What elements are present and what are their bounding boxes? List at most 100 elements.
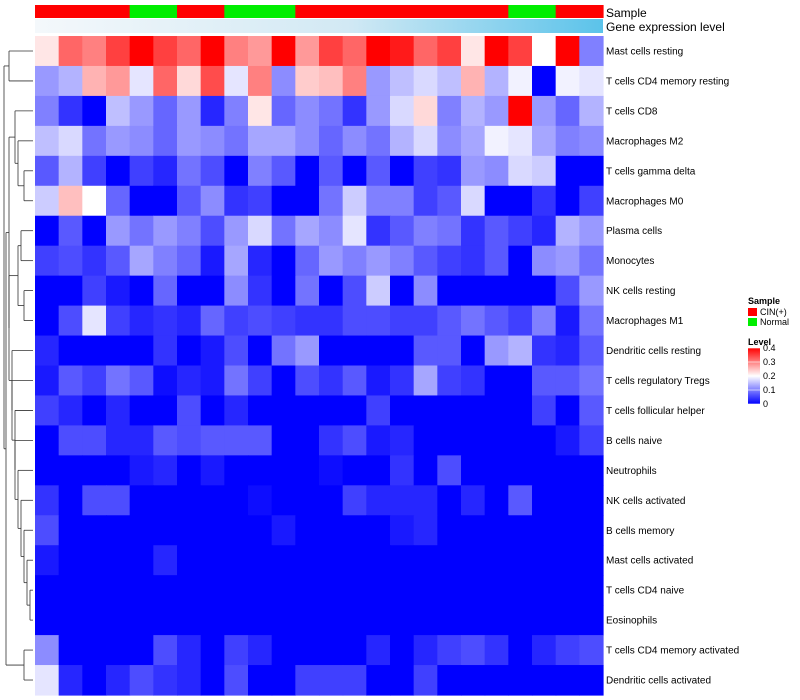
sample-annotation-cell (248, 5, 273, 18)
heatmap-cell (413, 425, 438, 456)
heatmap-cell (106, 185, 131, 217)
heatmap-cell (106, 605, 131, 636)
sample-annotation-cell (390, 5, 415, 18)
heatmap-cell (129, 305, 154, 337)
heatmap-cell (177, 635, 202, 666)
heatmap-cell (106, 365, 131, 397)
heatmap-cell (248, 665, 273, 696)
heatmap-cell (82, 635, 107, 666)
heatmap-cell (390, 635, 415, 666)
heatmap-cell (129, 455, 154, 486)
heatmap-cell (579, 455, 604, 486)
sample-legend-label: CIN(+) (760, 307, 787, 317)
heatmap-cell (555, 365, 580, 397)
heatmap-cell (129, 215, 154, 247)
row-label: T cells CD4 memory resting (606, 76, 729, 87)
sample-annotation-cell (295, 5, 320, 18)
heatmap-cell (200, 425, 225, 456)
heatmap-cell (555, 275, 580, 307)
sample-legend-swatch (748, 318, 757, 326)
sample-annotation-cell (35, 5, 60, 18)
heatmap-cell (579, 635, 604, 666)
heatmap-cell (461, 95, 486, 127)
heatmap-cell (579, 365, 604, 397)
heatmap-cell (129, 155, 154, 187)
heatmap-cell (484, 485, 509, 516)
sample-annotation-cell (319, 5, 344, 18)
heatmap-cell (82, 485, 107, 516)
row-labels: Mast cells resting T cells CD4 memory res… (606, 46, 739, 686)
heatmap-cell (58, 365, 83, 397)
sample-annotation-cell (177, 5, 202, 18)
heatmap-cell (437, 65, 462, 97)
heatmap-cell (271, 395, 296, 427)
heatmap-cell (82, 455, 107, 486)
heatmap-cell (224, 605, 249, 636)
heatmap-cell (129, 245, 154, 277)
heatmap-cell (129, 365, 154, 397)
heatmap-cell (177, 155, 202, 187)
heatmap-cell (295, 635, 320, 666)
heatmap-cell (484, 395, 509, 427)
heatmap-cell (271, 425, 296, 456)
heatmap-cell (35, 455, 60, 486)
heatmap-cell (295, 36, 320, 67)
heatmap-cell (129, 485, 154, 516)
heatmap-cell (319, 605, 344, 636)
heatmap-cell (461, 575, 486, 606)
heatmap-cell (295, 65, 320, 97)
heatmap-cell (200, 365, 225, 397)
heatmap-cell (508, 65, 533, 97)
sample-annotation-cell (58, 5, 83, 18)
sample-annotation-cell (224, 5, 249, 18)
heatmap-cell (437, 125, 462, 157)
heatmap-cell (342, 245, 367, 277)
heatmap-cell (413, 335, 438, 367)
heatmap-cell (555, 155, 580, 187)
heatmap-cell (319, 365, 344, 397)
heatmap-cell (82, 95, 107, 127)
heatmap-cell (129, 665, 154, 696)
heatmap-cell (555, 485, 580, 516)
heatmap-cell (82, 395, 107, 427)
sample-annotation-cell (153, 5, 178, 18)
heatmap-cell (271, 545, 296, 576)
heatmap-cell (35, 215, 60, 247)
level-legend-tick-label: 0.3 (763, 357, 776, 367)
heatmap-cell (319, 665, 344, 696)
row-label: Macrophages M0 (606, 196, 684, 207)
heatmap-cell (508, 515, 533, 546)
heatmap-cell (413, 365, 438, 397)
heatmap-cell (82, 275, 107, 307)
heatmap-cell (153, 485, 178, 516)
heatmap-cell (35, 155, 60, 187)
row-label: T cells CD8 (606, 106, 658, 117)
heatmap-cell (58, 155, 83, 187)
heatmap-cell (106, 665, 131, 696)
heatmap-cell (224, 275, 249, 307)
heatmap-cell (532, 95, 557, 127)
heatmap-cell (461, 605, 486, 636)
heatmap-cell (153, 36, 178, 67)
heatmap-cell (319, 275, 344, 307)
heatmap-cell (177, 485, 202, 516)
heatmap-cell (295, 215, 320, 247)
heatmap-cell (35, 335, 60, 367)
heatmap-cell (129, 65, 154, 97)
heatmap-cell (224, 515, 249, 546)
heatmap-cell (271, 245, 296, 277)
heatmap-cell (200, 335, 225, 367)
heatmap-cell (555, 425, 580, 456)
heatmap-cell (366, 575, 391, 606)
row-label: T cells CD4 naive (606, 586, 685, 597)
heatmap-cell (153, 635, 178, 666)
heatmap-cell (366, 185, 391, 217)
heatmap-cell (579, 65, 604, 97)
heatmap-cell (555, 605, 580, 636)
heatmap-cell (58, 125, 83, 157)
heatmap-cell (579, 155, 604, 187)
heatmap-cells (35, 36, 604, 696)
sample-annotation-cell (82, 5, 107, 18)
heatmap-cell (437, 95, 462, 127)
heatmap-cell (579, 485, 604, 516)
